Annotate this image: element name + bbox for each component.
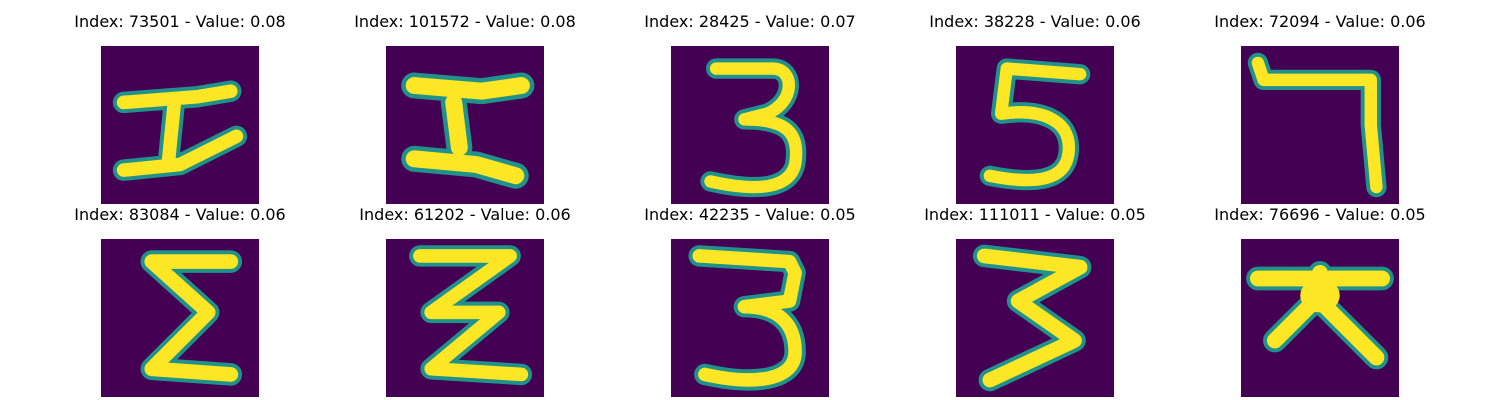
panel-title: Index: 111011 - Value: 0.05 — [924, 205, 1146, 224]
panel-image — [956, 239, 1114, 397]
panel-title: Index: 42235 - Value: 0.05 — [644, 205, 856, 224]
panel-image — [1241, 46, 1399, 204]
panel-title: Index: 83084 - Value: 0.06 — [74, 205, 286, 224]
panel-image — [101, 46, 259, 204]
z-like-character-glyph — [409, 245, 533, 386]
digit-3-glyph — [700, 58, 807, 198]
panel-6: Index: 83084 - Value: 0.06 — [38, 205, 322, 397]
sigma-like-character-glyph — [140, 250, 243, 386]
panel-title: Index: 76696 - Value: 0.05 — [1214, 205, 1426, 224]
digit-3-glyph — [688, 245, 806, 391]
panel-4: Index: 38228 - Value: 0.06 — [893, 12, 1177, 204]
digit-5-glyph — [979, 58, 1091, 191]
panel-title: Index: 101572 - Value: 0.08 — [354, 12, 576, 31]
digit-3-glyph — [972, 244, 1092, 392]
panel-image — [101, 239, 259, 397]
h-like-character-glyph — [112, 80, 248, 181]
h-like-character-glyph — [401, 72, 535, 189]
panel-image — [671, 239, 829, 397]
panel-image — [386, 239, 544, 397]
panel-2: Index: 101572 - Value: 0.08 — [323, 12, 607, 204]
panel-7: Index: 61202 - Value: 0.06 — [323, 205, 607, 397]
panel-image — [386, 46, 544, 204]
panel-1: Index: 73501 - Value: 0.08 — [38, 12, 322, 204]
digit-7-glyph — [1247, 52, 1387, 198]
panel-title: Index: 28425 - Value: 0.07 — [644, 12, 856, 31]
panel-10: Index: 76696 - Value: 0.05 — [1178, 205, 1462, 397]
panel-title: Index: 61202 - Value: 0.06 — [359, 205, 571, 224]
x-like-character-glyph — [1246, 261, 1394, 370]
panel-title: Index: 72094 - Value: 0.06 — [1214, 12, 1426, 31]
panel-image — [671, 46, 829, 204]
panel-image — [1241, 239, 1399, 397]
panel-3: Index: 28425 - Value: 0.07 — [608, 12, 892, 204]
panel-9: Index: 111011 - Value: 0.05 — [893, 205, 1177, 397]
panel-5: Index: 72094 - Value: 0.06 — [1178, 12, 1462, 204]
panel-8: Index: 42235 - Value: 0.05 — [608, 205, 892, 397]
panel-image — [956, 46, 1114, 204]
panel-title: Index: 38228 - Value: 0.06 — [929, 12, 1141, 31]
panel-title: Index: 73501 - Value: 0.08 — [74, 12, 286, 31]
